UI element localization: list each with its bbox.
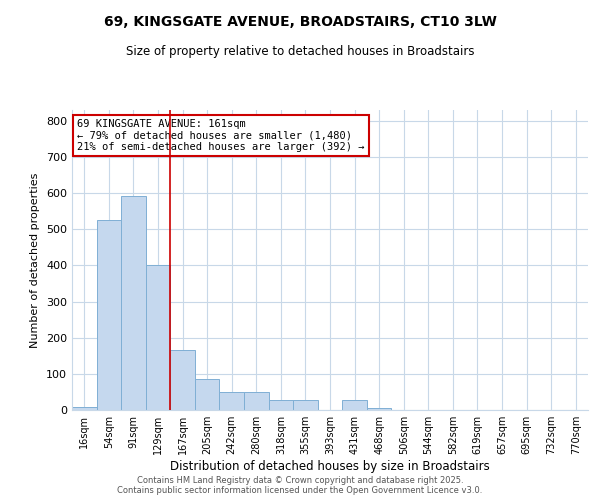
Text: Contains HM Land Registry data © Crown copyright and database right 2025.
Contai: Contains HM Land Registry data © Crown c… xyxy=(118,476,482,495)
Bar xyxy=(342,400,367,410)
Bar xyxy=(121,196,146,410)
X-axis label: Distribution of detached houses by size in Broadstairs: Distribution of detached houses by size … xyxy=(170,460,490,473)
Bar xyxy=(97,220,121,410)
Text: 69 KINGSGATE AVENUE: 161sqm
← 79% of detached houses are smaller (1,480)
21% of : 69 KINGSGATE AVENUE: 161sqm ← 79% of det… xyxy=(77,119,365,152)
Y-axis label: Number of detached properties: Number of detached properties xyxy=(31,172,40,348)
Bar xyxy=(244,392,269,410)
Bar xyxy=(269,400,293,410)
Bar xyxy=(195,380,220,410)
Bar xyxy=(220,392,244,410)
Text: 69, KINGSGATE AVENUE, BROADSTAIRS, CT10 3LW: 69, KINGSGATE AVENUE, BROADSTAIRS, CT10 … xyxy=(104,15,496,29)
Bar xyxy=(293,400,318,410)
Bar xyxy=(170,350,195,410)
Text: Size of property relative to detached houses in Broadstairs: Size of property relative to detached ho… xyxy=(126,45,474,58)
Bar xyxy=(146,266,170,410)
Bar xyxy=(367,408,391,410)
Bar xyxy=(72,408,97,410)
